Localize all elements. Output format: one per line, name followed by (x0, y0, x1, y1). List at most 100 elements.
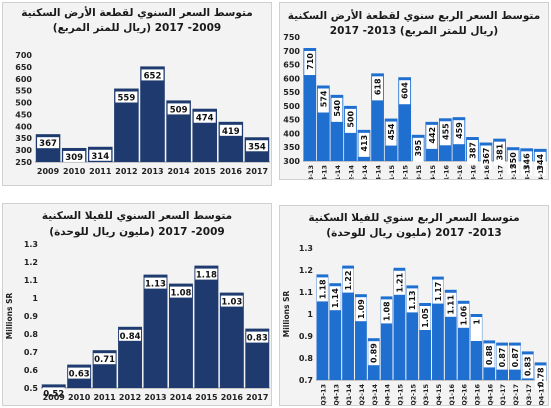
y-tick-label: 0.8 (24, 330, 39, 339)
data-label-box (507, 150, 519, 175)
y-tick-label: 750 (283, 33, 300, 42)
x-tick-label: 2012 (115, 167, 137, 176)
data-label-box (372, 76, 384, 101)
data-label: 309 (65, 153, 83, 163)
data-label: 0.52 (43, 389, 64, 399)
data-label: 0.83 (247, 334, 268, 344)
bar (329, 283, 342, 380)
y-tick-label: 1 (32, 294, 38, 303)
data-label-box (141, 69, 164, 81)
data-label: 459 (455, 122, 464, 139)
x-tick-label: Q4-15 (435, 384, 443, 406)
x-tick-label: Q1-15 (396, 384, 404, 406)
y-tick-label: 0.7 (24, 348, 38, 357)
data-label: 1.18 (318, 279, 327, 299)
data-label: 1.14 (331, 288, 340, 308)
bar (380, 296, 393, 380)
x-tick-label: Q4-13 (332, 384, 340, 406)
x-tick-label: Q1-14 (334, 165, 342, 180)
x-tick-label: 2010 (68, 393, 91, 402)
data-label-box (412, 137, 424, 162)
chart-subtitle: ريال للمتر المربع) 2013- 2017) (329, 25, 499, 37)
bar (143, 274, 168, 388)
data-label: 509 (170, 105, 188, 115)
x-tick-label: 2016 (221, 393, 244, 402)
bar-chart: 250 300 350 400 450 500 550 600 650 700 367 2009 309… (15, 51, 270, 176)
chart-title: متوسط السعر السنوي لقطعة الأرض السكنية (21, 7, 253, 19)
y-tick-label: 0.8 (299, 354, 314, 363)
data-label: 367 (39, 139, 57, 149)
data-label: 710 (306, 53, 315, 70)
x-tick-label: 2012 (119, 393, 141, 402)
y-tick-label: 550 (15, 87, 32, 96)
x-tick-label: Q3-15 (422, 384, 430, 406)
data-label-box (220, 295, 243, 307)
x-tick-label: 2017 (246, 167, 268, 176)
data-label-box (480, 145, 492, 170)
x-tick-label: 2013 (144, 393, 166, 402)
bar-chart: 0.7 0.8 0.9 1 1.1 1.2 1.3 Millions SR 1.18 Q3-13 1… (282, 244, 547, 406)
data-label-box (316, 277, 328, 302)
bar (470, 314, 483, 380)
x-tick-label: Q3-16 (473, 384, 481, 406)
data-label-box (522, 354, 534, 379)
data-label: 1.06 (460, 305, 469, 325)
data-label: 1.05 (421, 308, 430, 328)
x-tick-label: 2009 (43, 393, 66, 402)
x-tick-label: Q2-14 (358, 384, 366, 406)
data-label: 387 (468, 142, 477, 159)
x-tick-label: Q3-16 (469, 165, 477, 180)
chart-title: متوسط السعر الربع سنوي لقطعة الأرض السكن… (287, 10, 541, 22)
x-tick-label: 2017 (246, 393, 268, 402)
data-label: 1.08 (170, 289, 191, 299)
x-tick-label: Q4-16 (486, 384, 494, 406)
x-tick-label: Q1-16 (448, 384, 456, 406)
x-tick-label: Q4-13 (320, 165, 328, 180)
data-label-box (393, 270, 405, 295)
data-label-box (496, 345, 508, 370)
y-tick-label: 600 (283, 74, 300, 83)
data-label-box (169, 286, 192, 298)
y-tick-label: 650 (283, 61, 300, 70)
data-label-box (470, 317, 482, 341)
data-label: 1.11 (447, 294, 456, 314)
data-label-box (37, 137, 60, 149)
data-label-box (219, 124, 242, 136)
x-tick-label: 2014 (167, 167, 190, 176)
bar (245, 328, 270, 388)
x-tick-label: Q2-15 (402, 165, 410, 180)
x-tick-label: Q2-17 (510, 165, 518, 180)
y-tick-label: 400 (283, 129, 300, 138)
data-label-box (399, 80, 411, 105)
x-tick-label: Q2-16 (456, 165, 464, 180)
data-label: 0.89 (370, 343, 379, 363)
y-tick-label: 0.9 (24, 312, 39, 321)
data-label: 1.09 (357, 299, 366, 319)
bar (444, 289, 457, 380)
data-label: 1.13 (145, 280, 166, 290)
x-tick-label: 2011 (89, 167, 112, 176)
x-tick-label: 2015 (194, 167, 217, 176)
y-tick-label: 450 (15, 110, 32, 119)
y-tick-label: 0.5 (24, 384, 39, 393)
data-label: 314 (91, 152, 109, 162)
data-label-box (331, 97, 343, 122)
data-label: 344 (536, 153, 545, 170)
data-label-box (426, 124, 438, 149)
x-tick-label: Q4-15 (429, 165, 437, 180)
x-tick-label: Q3-14 (361, 165, 369, 180)
data-label-box (439, 121, 451, 146)
data-label-box (445, 292, 457, 317)
data-label-box (93, 353, 116, 365)
data-label-box (458, 303, 470, 328)
bar (393, 267, 406, 380)
data-label-box (385, 121, 397, 146)
y-tick-label: 400 (15, 122, 32, 131)
x-tick-label: Q2-15 (409, 384, 417, 406)
bar (342, 265, 354, 380)
bar (419, 303, 431, 380)
data-label-box (406, 288, 418, 313)
data-label-box (419, 306, 431, 330)
data-label-box (521, 151, 533, 176)
chart-panel-land-annual: متوسط السعر السنوي لقطعة الأرض السكنية (… (2, 2, 272, 186)
